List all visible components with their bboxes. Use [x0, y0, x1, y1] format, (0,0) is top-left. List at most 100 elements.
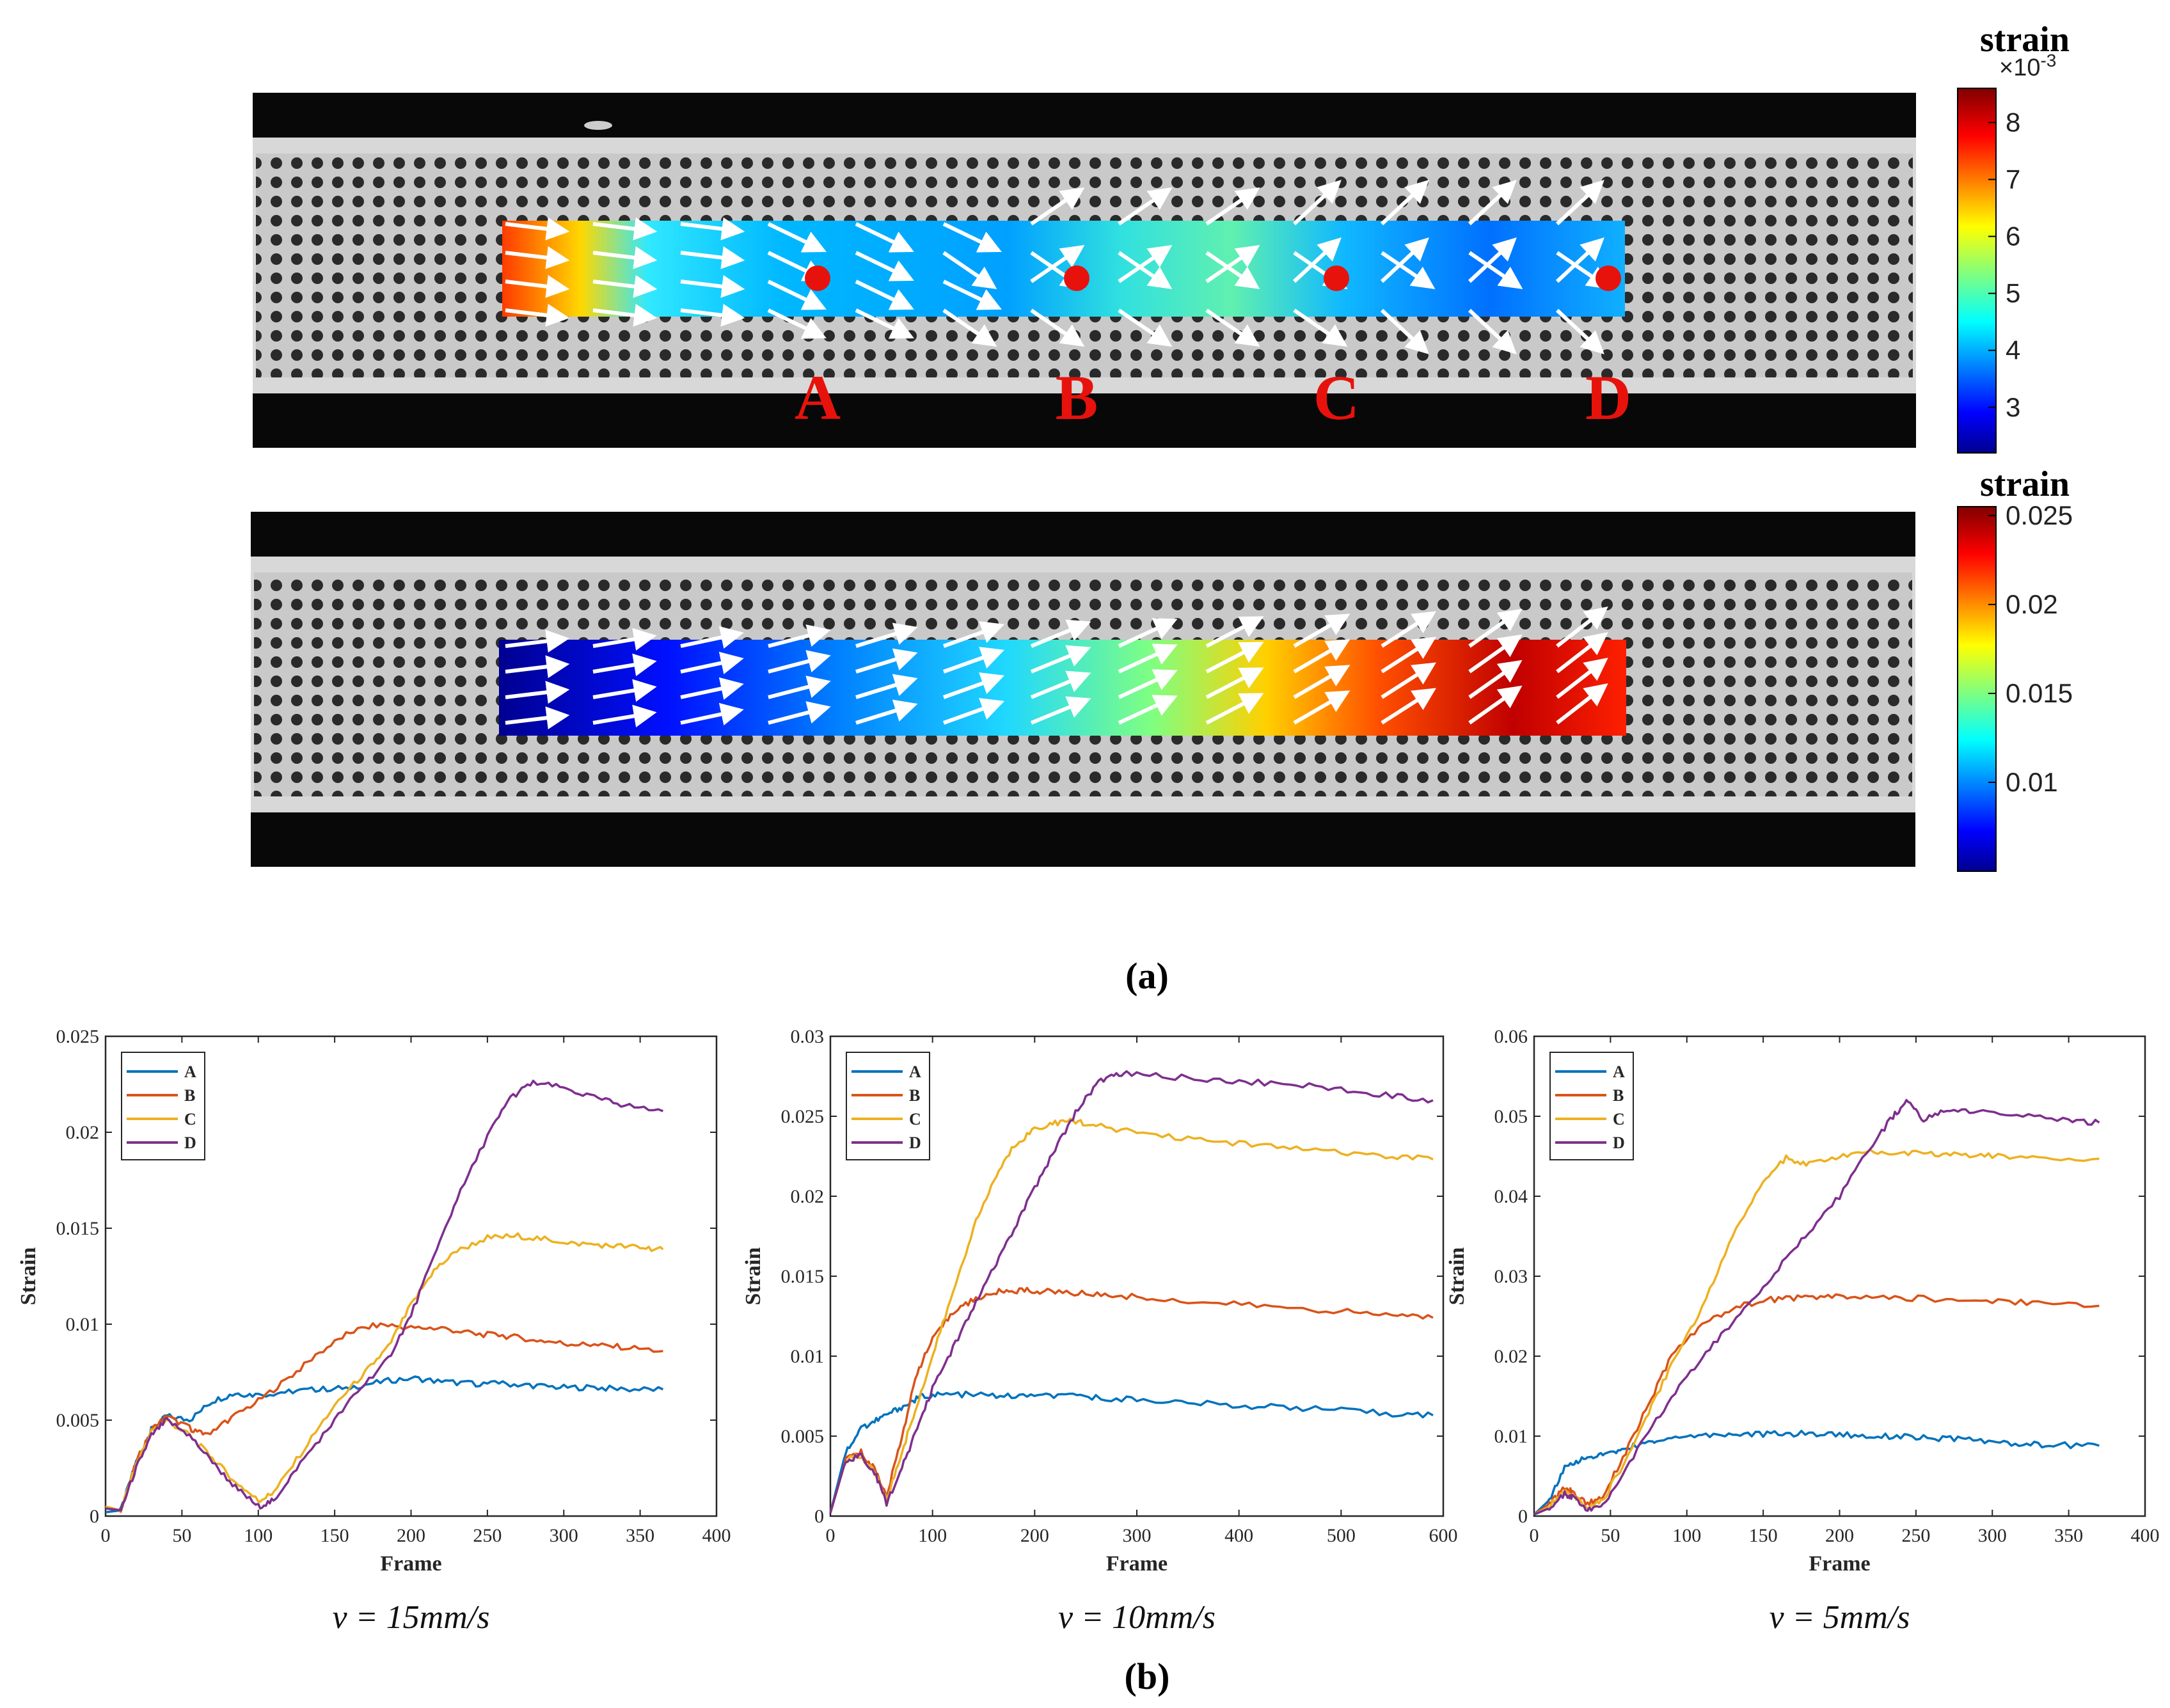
displacement-arrow: [1468, 308, 1517, 354]
displacement-arrow: [1205, 187, 1260, 226]
y-tick-label: 0.02: [66, 1122, 100, 1143]
y-tick-label: 0.01: [66, 1314, 100, 1335]
displacement-arrow: [592, 217, 658, 241]
displacement-arrow: [592, 628, 657, 651]
y-tick-label: 0.025: [56, 1026, 100, 1047]
displacement-arrow: [768, 701, 831, 725]
displacement-arrow: [855, 308, 914, 339]
point-label-d: D: [1585, 362, 1631, 433]
point-marker-a: [805, 265, 830, 291]
displacement-arrow: [1030, 308, 1085, 347]
y-tick-label: 0: [90, 1506, 99, 1527]
displacement-arrow: [768, 650, 831, 674]
displacement-arrow: [505, 681, 570, 704]
y-tick-label: 0: [814, 1506, 824, 1527]
displacement-arrow: [1293, 639, 1350, 674]
colorbar-top: [1957, 88, 1997, 454]
displacement-arrow: [680, 651, 744, 675]
displacement-arrow: [1205, 244, 1260, 283]
x-tick-label: 150: [1749, 1525, 1778, 1546]
displacement-arrow: [1468, 660, 1523, 699]
legend-label-d: D: [909, 1134, 921, 1152]
displacement-arrow: [1555, 237, 1604, 283]
x-tick-label: 100: [244, 1525, 273, 1546]
series-line-c: [1533, 1148, 2100, 1516]
y-axis-label: Strain: [741, 1247, 765, 1306]
point-marker-b: [1064, 265, 1089, 291]
displacement-arrow: [1555, 308, 1604, 354]
x-tick-label: 500: [1327, 1525, 1356, 1546]
y-tick-label: 0.015: [781, 1266, 825, 1287]
displacement-arrow: [680, 274, 745, 298]
displacement-arrow: [1205, 616, 1264, 648]
y-tick-label: 0.025: [781, 1106, 825, 1127]
displacement-arrow: [1030, 244, 1085, 283]
chart-caption: v = 10mm/s: [1058, 1599, 1216, 1636]
y-tick-label: 0.01: [791, 1346, 825, 1367]
displacement-arrow: [942, 222, 1002, 253]
legend-label-d: D: [1613, 1134, 1625, 1152]
displacement-arrow: [1118, 187, 1173, 226]
y-axis-label: Strain: [1445, 1247, 1469, 1306]
displacement-arrow: [1556, 632, 1608, 674]
legend-label-b: B: [184, 1086, 195, 1105]
legend-label-b: B: [909, 1086, 920, 1105]
displacement-arrow: [1030, 645, 1091, 674]
displacement-arrow: [1381, 688, 1437, 725]
legend-label-d: D: [184, 1134, 196, 1152]
chart-caption: v = 15mm/s: [333, 1599, 490, 1636]
x-tick-label: 0: [101, 1525, 111, 1546]
legend-label-a: A: [1613, 1063, 1625, 1081]
x-axis-label: Frame: [1809, 1552, 1870, 1576]
displacement-arrow: [942, 251, 997, 290]
displacement-arrow: [1118, 308, 1173, 347]
displacement-arrow: [505, 629, 570, 653]
displacement-arrow: [855, 251, 914, 281]
displacement-arrow: [1468, 251, 1523, 290]
colorbar-bottom: [1957, 506, 1997, 872]
displacement-arrow: [1380, 308, 1429, 354]
colorbar-exponent: ×10-3: [1999, 51, 2056, 81]
displacement-arrow: [680, 702, 744, 726]
series-line-b: [105, 1322, 663, 1514]
displacement-arrow: [767, 308, 827, 339]
displacement-arrow: [855, 674, 918, 699]
x-tick-label: 100: [918, 1525, 947, 1546]
displacement-arrow: [1468, 608, 1523, 648]
displacement-arrow: [1205, 667, 1264, 699]
displacement-arrow: [1118, 251, 1173, 290]
displacement-arrow: [505, 655, 570, 679]
displacement-arrow: [1030, 696, 1091, 725]
point-label-b: B: [1056, 362, 1098, 433]
x-tick-label: 400: [1224, 1525, 1253, 1546]
x-tick-label: 50: [172, 1525, 191, 1546]
displacement-arrow: [1293, 690, 1350, 725]
displacement-arrow: [505, 217, 570, 241]
x-tick-label: 400: [702, 1525, 731, 1546]
y-tick-label: 0: [1518, 1506, 1528, 1527]
series-line-a: [829, 1390, 1434, 1514]
displacement-arrow: [680, 677, 744, 700]
displacement-arrow: [1292, 237, 1342, 283]
y-tick-label: 0.005: [56, 1410, 100, 1431]
y-tick-label: 0.03: [791, 1026, 825, 1047]
displacement-arrow: [942, 647, 1005, 674]
displacement-arrow: [942, 280, 1002, 310]
displacement-arrow: [1205, 693, 1264, 725]
displacement-arrow: [855, 648, 918, 674]
colorbar-ticks-top: 3 4 5 6 7 8: [1988, 107, 2020, 422]
strain-map-bottom: strain 0.01 0.015 0.02 0.025: [251, 464, 2073, 872]
y-tick-label: 0.04: [1494, 1186, 1528, 1207]
displacement-arrow: [592, 679, 657, 702]
y-tick-label: 0.015: [56, 1218, 100, 1239]
point-label-c: C: [1313, 362, 1359, 433]
plot-area: [104, 1035, 718, 1517]
colorbar-tick-label: 0.02: [2006, 589, 2058, 619]
displacement-arrow: [1030, 619, 1091, 648]
displacement-arrow: [1381, 611, 1437, 648]
displacement-arrow: [1205, 308, 1260, 347]
displacement-arrow: [1381, 637, 1437, 674]
x-tick-label: 200: [1825, 1525, 1854, 1546]
y-tick-label: 0.05: [1494, 1106, 1528, 1127]
strain-map-top: A B C D strain ×10-3 3 4 5 6 7 8: [253, 20, 2070, 454]
